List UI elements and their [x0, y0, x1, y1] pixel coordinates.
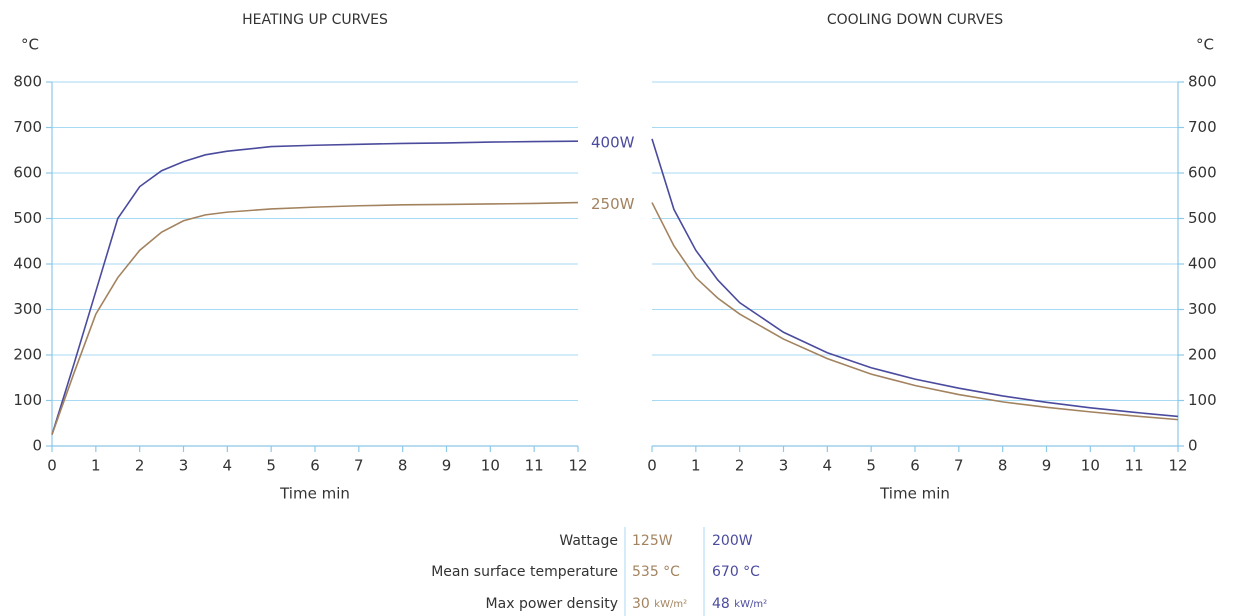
y-tick-label: 300	[1188, 300, 1217, 318]
y-tick-label: 100	[1188, 391, 1217, 409]
x-tick-label: 2	[735, 457, 745, 475]
y-tick-label: 300	[13, 300, 42, 318]
y-tick-label: 0	[32, 437, 42, 455]
x-tick-label: 3	[179, 457, 189, 475]
y-axis-label: °C	[21, 36, 39, 54]
x-tick-label: 10	[1081, 457, 1100, 475]
line-series	[51, 140, 579, 435]
cell-unit: kW/m²	[734, 599, 767, 610]
y-tick-label: 700	[1188, 118, 1217, 136]
table-cell: 48 kW/m²	[712, 596, 767, 612]
y-tick-label: 0	[1188, 437, 1198, 455]
table-cell: 125W	[632, 533, 673, 549]
x-tick-label: 10	[481, 457, 500, 475]
x-tick-label: 6	[910, 457, 920, 475]
y-tick-label: 700	[13, 118, 42, 136]
x-tick-label: 11	[525, 457, 544, 475]
x-tick-label: 8	[398, 457, 408, 475]
y-tick-label: 100	[13, 391, 42, 409]
y-axis-label: °C	[1196, 36, 1214, 54]
x-tick-label: 9	[1042, 457, 1052, 475]
table-cell: 200W	[712, 533, 753, 549]
y-tick-label: 500	[1188, 209, 1217, 227]
x-tick-label: 1	[691, 457, 701, 475]
series-label: 250W	[591, 195, 635, 213]
x-tick-label: 8	[998, 457, 1008, 475]
x-tick-label: 3	[779, 457, 789, 475]
x-tick-label: 0	[47, 457, 57, 475]
table-row-label: Max power density	[486, 596, 618, 612]
y-tick-label: 800	[1188, 73, 1217, 91]
table-cell: 670 °C	[712, 564, 760, 580]
y-tick-label: 400	[1188, 255, 1217, 273]
x-tick-label: 5	[866, 457, 876, 475]
chart-title: HEATING UP CURVES	[242, 12, 388, 28]
y-tick-label: 200	[13, 346, 42, 364]
x-tick-label: 4	[823, 457, 833, 475]
y-tick-label: 600	[13, 164, 42, 182]
x-tick-label: 12	[1168, 457, 1187, 475]
line-series	[651, 202, 1179, 421]
x-tick-label: 5	[266, 457, 276, 475]
table-cell: 535 °C	[632, 564, 680, 580]
x-tick-label: 11	[1125, 457, 1144, 475]
x-tick-label: 7	[954, 457, 964, 475]
x-tick-label: 1	[91, 457, 101, 475]
cell-unit: kW/m²	[654, 599, 687, 610]
cell-value: 30	[632, 596, 650, 612]
y-tick-label: 200	[1188, 346, 1217, 364]
x-tick-label: 2	[135, 457, 145, 475]
y-tick-label: 600	[1188, 164, 1217, 182]
x-tick-label: 4	[223, 457, 233, 475]
x-axis-label: Time min	[279, 485, 350, 503]
table-cell: 30 kW/m²	[632, 596, 687, 612]
x-tick-label: 12	[568, 457, 587, 475]
table-row-label: Wattage	[559, 533, 618, 549]
x-tick-label: 6	[310, 457, 320, 475]
line-series	[51, 201, 579, 435]
series-label: 400W	[591, 134, 635, 152]
x-axis-label: Time min	[879, 485, 950, 503]
x-tick-label: 0	[647, 457, 657, 475]
y-tick-label: 800	[13, 73, 42, 91]
line-series	[651, 138, 1179, 418]
chart-title: COOLING DOWN CURVES	[827, 12, 1003, 28]
y-tick-label: 500	[13, 209, 42, 227]
x-tick-label: 9	[442, 457, 452, 475]
cell-value: 48	[712, 596, 730, 612]
x-tick-label: 7	[354, 457, 364, 475]
table-row-label: Mean surface temperature	[431, 564, 618, 580]
y-tick-label: 400	[13, 255, 42, 273]
